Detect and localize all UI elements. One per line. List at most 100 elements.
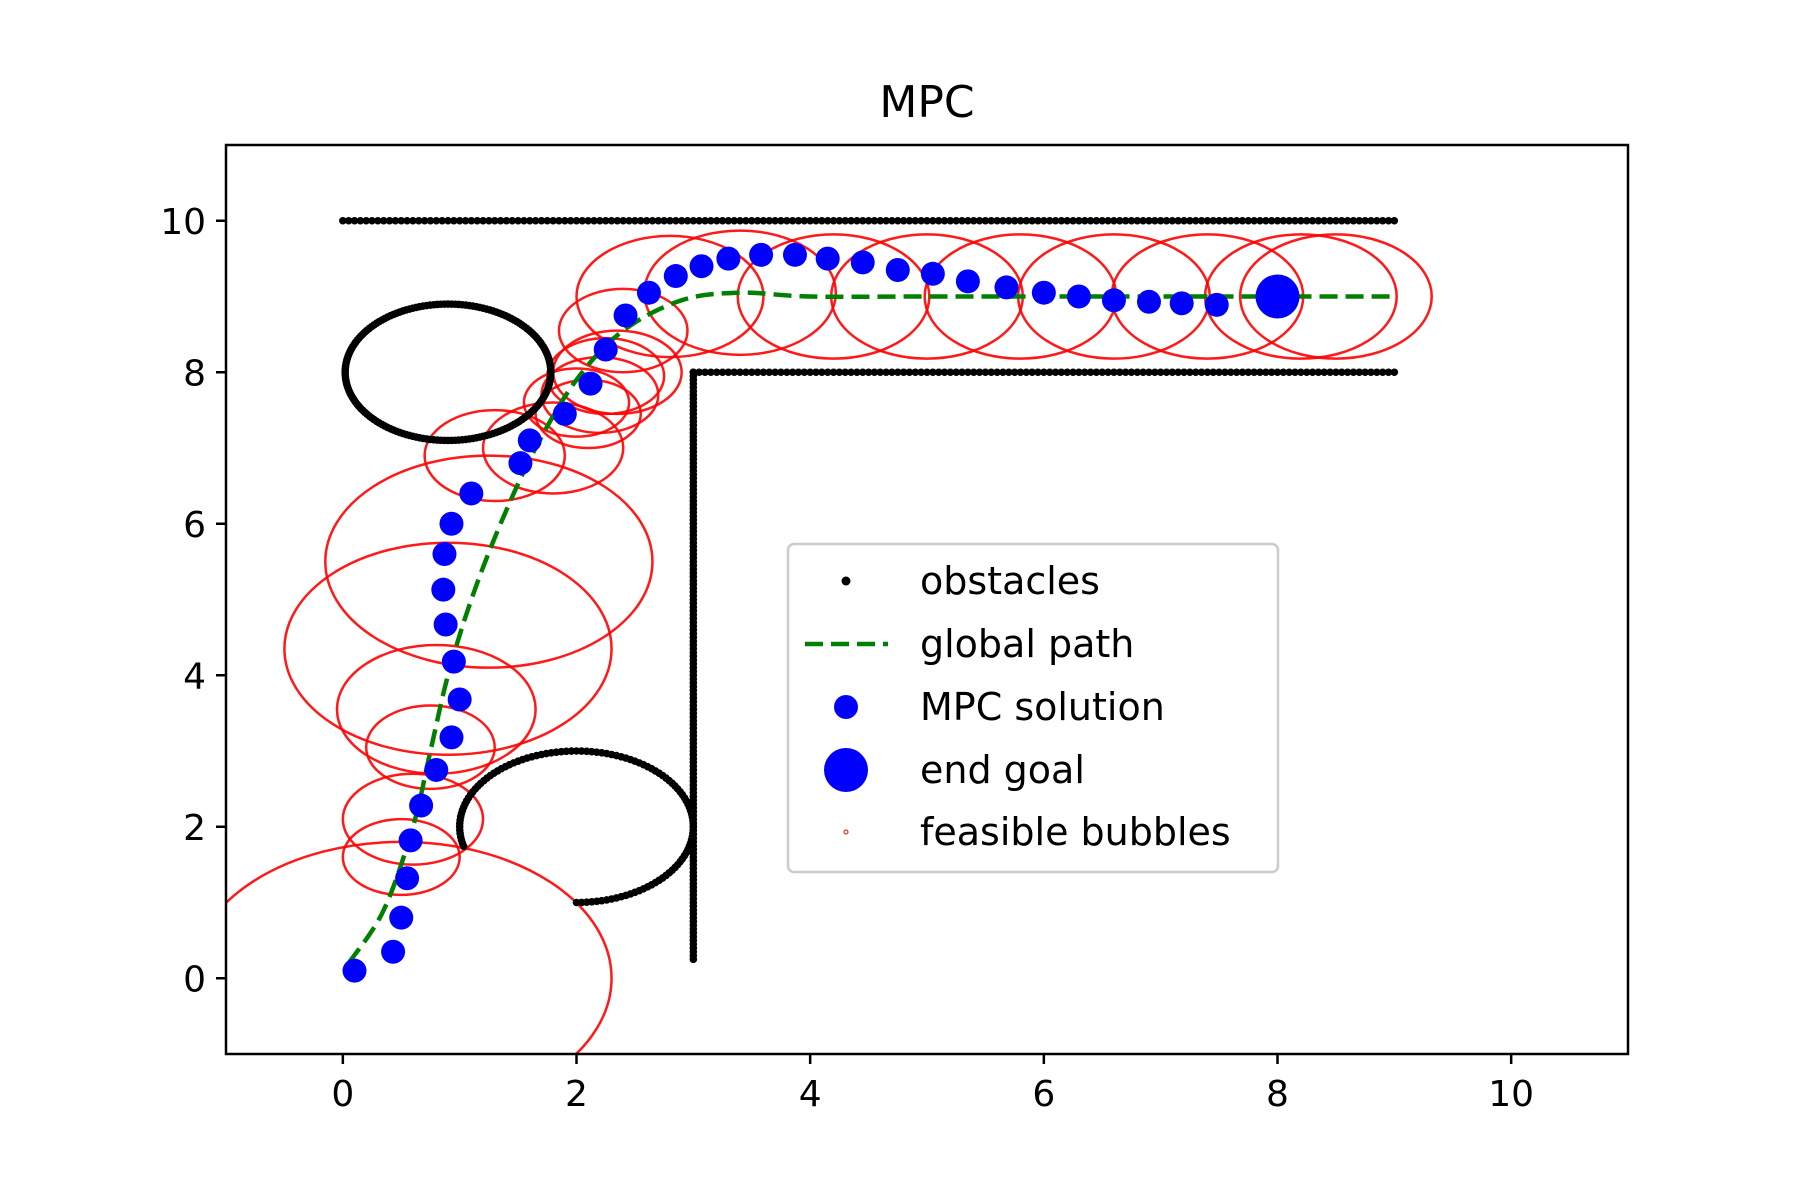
obstacle-point — [1273, 368, 1282, 377]
obstacle-point — [747, 216, 756, 225]
obstacle-point — [1232, 368, 1241, 377]
x-tick-label: 2 — [565, 1074, 588, 1115]
mpc-solution-point — [955, 269, 980, 294]
x-tick-label: 8 — [1266, 1074, 1289, 1115]
obstacle-point — [1174, 216, 1182, 225]
obstacle-point — [1098, 368, 1107, 377]
obstacle-point — [596, 216, 604, 225]
mpc-solution-point — [782, 242, 807, 267]
obstacle-point — [1086, 368, 1095, 377]
feasible-bubble — [557, 287, 689, 374]
obstacle-point — [654, 216, 663, 225]
obstacle-point — [1267, 368, 1276, 377]
obstacle-point — [1086, 216, 1095, 225]
obstacle-point — [1378, 368, 1387, 377]
mpc-solution-point — [613, 303, 638, 328]
obstacle-point — [1302, 216, 1311, 225]
obstacle-point — [1203, 216, 1212, 225]
obstacle-point — [1337, 216, 1346, 225]
y-axis-ticks: 0 2 4 6 8 10 — [160, 202, 226, 1000]
obstacle-point — [1273, 216, 1282, 225]
mpc-solution-point — [749, 242, 774, 267]
obstacle-point — [1004, 216, 1013, 225]
obstacle-point — [1139, 216, 1147, 225]
obstacle-point — [777, 216, 785, 225]
obstacle-point — [712, 368, 721, 377]
feasible-bubble — [423, 408, 567, 503]
obstacle-point — [1045, 368, 1054, 377]
obstacle-point — [695, 216, 703, 225]
obstacle-point — [1355, 216, 1364, 225]
x-axis-ticks: 0 2 4 6 8 10 — [331, 1054, 1534, 1115]
obstacle-point — [1250, 216, 1258, 225]
obstacle-point — [1262, 368, 1270, 377]
obstacle-point — [1168, 216, 1177, 225]
obstacle-point — [999, 216, 1007, 225]
obstacle-point — [1174, 368, 1182, 377]
mpc-solution-point — [1066, 284, 1091, 309]
obstacle-point — [993, 368, 1001, 377]
obstacle-point — [905, 216, 914, 225]
obstacle-point — [490, 216, 499, 225]
obstacle-point — [934, 216, 943, 225]
obstacle-point — [1308, 216, 1317, 225]
obstacle-point — [911, 216, 920, 225]
obstacle-point — [1384, 216, 1393, 225]
obstacle-point — [1373, 368, 1381, 377]
obstacle-point — [1308, 368, 1317, 377]
obstacle-point — [969, 216, 978, 225]
obstacle-point — [1104, 216, 1112, 225]
obstacle-point — [1180, 368, 1188, 377]
obstacle-point — [701, 216, 709, 225]
obstacle-point — [1209, 216, 1218, 225]
obstacle-point — [1238, 368, 1247, 377]
obstacle-point — [1197, 368, 1206, 377]
obstacle-point — [1256, 368, 1264, 377]
obstacle-point — [818, 368, 826, 377]
x-tick-label: 4 — [799, 1074, 822, 1115]
obstacle-point — [1139, 368, 1147, 377]
mpc-solution-point — [441, 649, 466, 674]
obstacle-point — [391, 216, 400, 225]
obstacle-point — [882, 216, 890, 225]
obstacle-point — [625, 216, 633, 225]
obstacle-point — [677, 216, 686, 225]
obstacle-point — [379, 216, 388, 225]
obstacle-point — [899, 216, 908, 225]
obstacle-point — [742, 216, 750, 225]
obstacle-point — [420, 216, 429, 225]
legend-obstacles-marker — [841, 576, 851, 586]
obstacle-point — [1162, 368, 1171, 377]
obstacle-point — [800, 368, 809, 377]
obstacle-point — [1168, 368, 1177, 377]
obstacle-point — [1343, 368, 1352, 377]
obstacle-point — [1297, 368, 1305, 377]
obstacle-point — [1010, 368, 1019, 377]
mpc-solution-point — [920, 261, 945, 286]
obstacle-point — [561, 216, 569, 225]
obstacle-point — [1267, 216, 1276, 225]
obstacle-point — [1051, 216, 1060, 225]
obstacle-point — [1256, 216, 1264, 225]
mpc-solution-point — [381, 939, 406, 964]
obstacle-point — [525, 216, 534, 225]
obstacle-point — [987, 368, 996, 377]
obstacle-point — [923, 368, 931, 377]
obstacle-point — [835, 216, 844, 225]
obstacle-point — [929, 368, 937, 377]
obstacle-point — [829, 216, 838, 225]
obstacle-point — [613, 216, 622, 225]
obstacle-point — [958, 368, 966, 377]
obstacle-point — [777, 368, 785, 377]
obstacle-point — [736, 216, 744, 225]
obstacle-point — [1092, 368, 1101, 377]
y-tick-label: 4 — [183, 656, 206, 697]
obstacle-point — [403, 216, 411, 225]
obstacle-point — [1226, 216, 1235, 225]
obstacle-point — [771, 216, 779, 225]
obstacle-point — [1215, 216, 1223, 225]
legend: obstacles global path MPC solution end g… — [786, 542, 1280, 874]
obstacle-point — [502, 216, 511, 225]
obstacle-point — [1373, 216, 1381, 225]
